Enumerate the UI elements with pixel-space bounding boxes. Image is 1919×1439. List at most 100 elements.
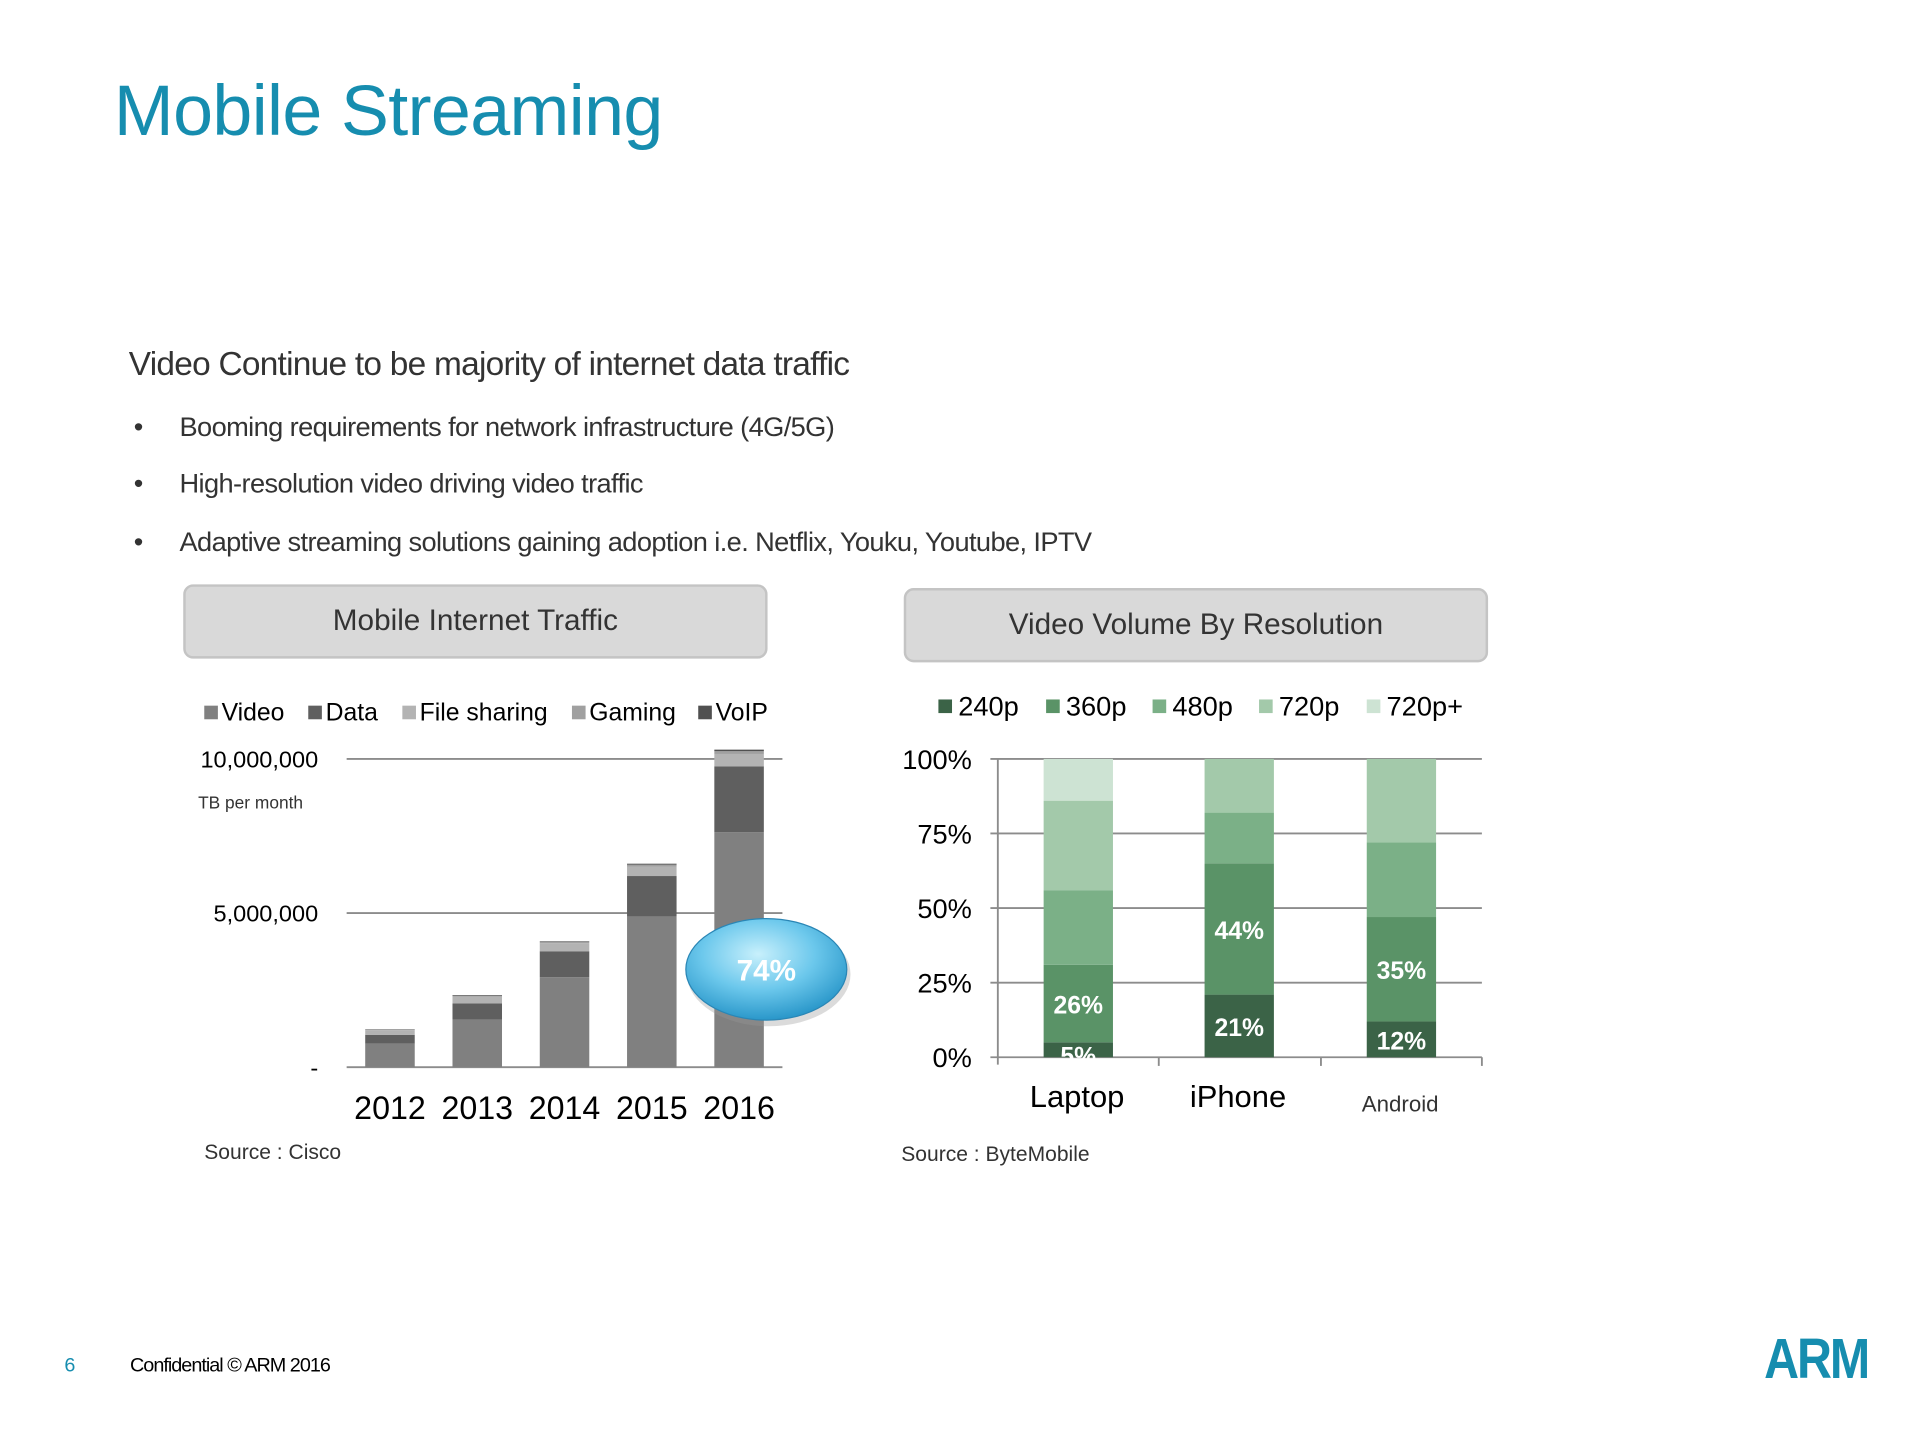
bar-segment-video (627, 916, 677, 1068)
legend-swatch (1366, 699, 1381, 714)
legend-label: 720p (1279, 691, 1340, 722)
x-tick-label: Laptop (1030, 1079, 1125, 1114)
bullet-item: • Adaptive streaming solutions gaining ad… (134, 526, 1092, 558)
resolution-chart-header: Video Volume By Resolution (903, 588, 1489, 663)
x-tick-label: 2014 (529, 1090, 601, 1126)
bar-segment-data (539, 951, 590, 978)
y-tick-label: 50% (917, 893, 971, 924)
legend-label: Data (326, 700, 379, 727)
data-label: 26% (1054, 992, 1104, 1019)
arm-logo: ARM (1764, 1325, 1870, 1391)
data-label: 5% (1060, 1044, 1096, 1071)
bar-segment-gaming (452, 995, 503, 997)
x-tick-label: Android (1362, 1092, 1439, 1117)
callout-label: 74% (737, 954, 796, 987)
bullet-item: • High-resolution video driving video tra… (133, 467, 644, 500)
bar-segment-voip (539, 941, 590, 943)
slide-subtitle: Video Continue to be majority of interne… (128, 345, 850, 383)
legend-swatch (1046, 699, 1060, 714)
y-axis-label: TB per month (198, 792, 303, 812)
bar-segment-720p (1043, 800, 1113, 891)
data-label: 12% (1377, 1028, 1427, 1055)
y-tick-label: 25% (917, 968, 971, 999)
data-label: 44% (1214, 918, 1264, 945)
bar-segment-voip (714, 749, 764, 752)
page-number: 6 (64, 1355, 76, 1377)
legend-swatch (402, 705, 416, 720)
traffic-chart-header: Mobile Internet Traffic (183, 584, 768, 659)
x-tick-label: 2016 (703, 1090, 775, 1126)
bar-segment-480p (1366, 842, 1437, 918)
y-tick-label: 100% (902, 744, 972, 775)
resolution-chart: 0% 25% 50% 75% 100% 240p 360p 480p 720p 720p+ 5% 26… (902, 691, 1483, 1117)
bar-segment-video (365, 1043, 415, 1068)
bar-segment-voip (627, 863, 677, 865)
legend-label: 480p (1172, 691, 1233, 722)
data-label: 35% (1377, 958, 1427, 985)
bar-segment-gaming (714, 751, 764, 754)
legend-label: File sharing (420, 700, 548, 727)
y-tick-label: 0% (932, 1042, 971, 1073)
legend-swatch (698, 705, 712, 720)
bar-segment-360p (1204, 863, 1274, 995)
legend-swatch (1152, 699, 1167, 714)
bullet-text: High-resolution video driving video traf… (179, 467, 644, 499)
resolution-source: Source : ByteMobile (901, 1142, 1090, 1167)
confidential-notice: Confidential © ARM 2016 (129, 1355, 331, 1377)
bar-segment-360p (1043, 964, 1113, 1043)
bullet-icon: • (133, 467, 144, 499)
bar-segment-file-sharing (627, 866, 677, 877)
x-tick-label: 2013 (441, 1090, 513, 1126)
y-tick-label: 10,000,000 (200, 747, 318, 773)
legend-label: VoIP (716, 700, 768, 727)
legend-label: Gaming (589, 700, 676, 727)
bar-segment-gaming (539, 942, 590, 944)
bullet-icon: • (133, 526, 144, 558)
legend-swatch (1259, 699, 1273, 714)
bar-segment-data (452, 1003, 503, 1020)
y-tick-label: - (310, 1055, 318, 1081)
x-tick-label: 2012 (354, 1090, 426, 1126)
legend-swatch (938, 699, 953, 714)
legend-label: Video (222, 700, 285, 727)
bar-segment-file-sharing (365, 1030, 415, 1035)
bar-segment-480p (1043, 890, 1113, 965)
traffic-chart: - 5,000,000 10,000,000 TB per month Video Dat… (198, 700, 851, 1126)
bar-segment-data (627, 876, 677, 917)
data-label: 21% (1214, 1015, 1264, 1042)
legend-label: 720p+ (1387, 691, 1463, 722)
x-tick-label: 2015 (616, 1090, 688, 1126)
slide-title: Mobile Streaming (113, 70, 663, 152)
bar-segment-240p (1204, 994, 1274, 1058)
bullet-text: Booming requirements for network infrast… (179, 411, 835, 442)
bar-segment-voip (452, 995, 503, 996)
y-tick-label: 5,000,000 (214, 901, 319, 927)
bar-segment-240p (1043, 1042, 1113, 1058)
bar-segment-file-sharing (539, 943, 590, 952)
callout-bubble (685, 917, 848, 1021)
bar-segment-360p (1366, 917, 1437, 1022)
bar-segment-file-sharing (452, 996, 503, 1004)
bar-segment-720p (1366, 758, 1437, 843)
bar-segment-720p+ (1043, 758, 1113, 801)
x-tick-label: iPhone (1190, 1079, 1286, 1114)
legend-label: 360p (1066, 691, 1127, 722)
bullet-text: Adaptive streaming solutions gaining ado… (179, 526, 1093, 558)
bar-segment-gaming (627, 864, 677, 867)
legend-swatch (571, 705, 586, 720)
bar-segment-data (714, 766, 764, 833)
legend-label: 240p (958, 691, 1019, 722)
legend-swatch (204, 705, 218, 720)
y-tick-label: 75% (917, 818, 971, 849)
traffic-source: Source : Cisco (204, 1140, 342, 1164)
bar-segment-video (539, 977, 590, 1068)
bar-segment-gaming (365, 1029, 415, 1031)
bar-segment-240p (1366, 1021, 1437, 1058)
bar-segment-720p (1204, 758, 1274, 813)
bar-segment-data (365, 1034, 415, 1044)
bar-segment-480p (1204, 812, 1274, 864)
bar-segment-file-sharing (714, 753, 764, 767)
legend-swatch (308, 705, 322, 720)
bar-segment-video (452, 1019, 503, 1068)
